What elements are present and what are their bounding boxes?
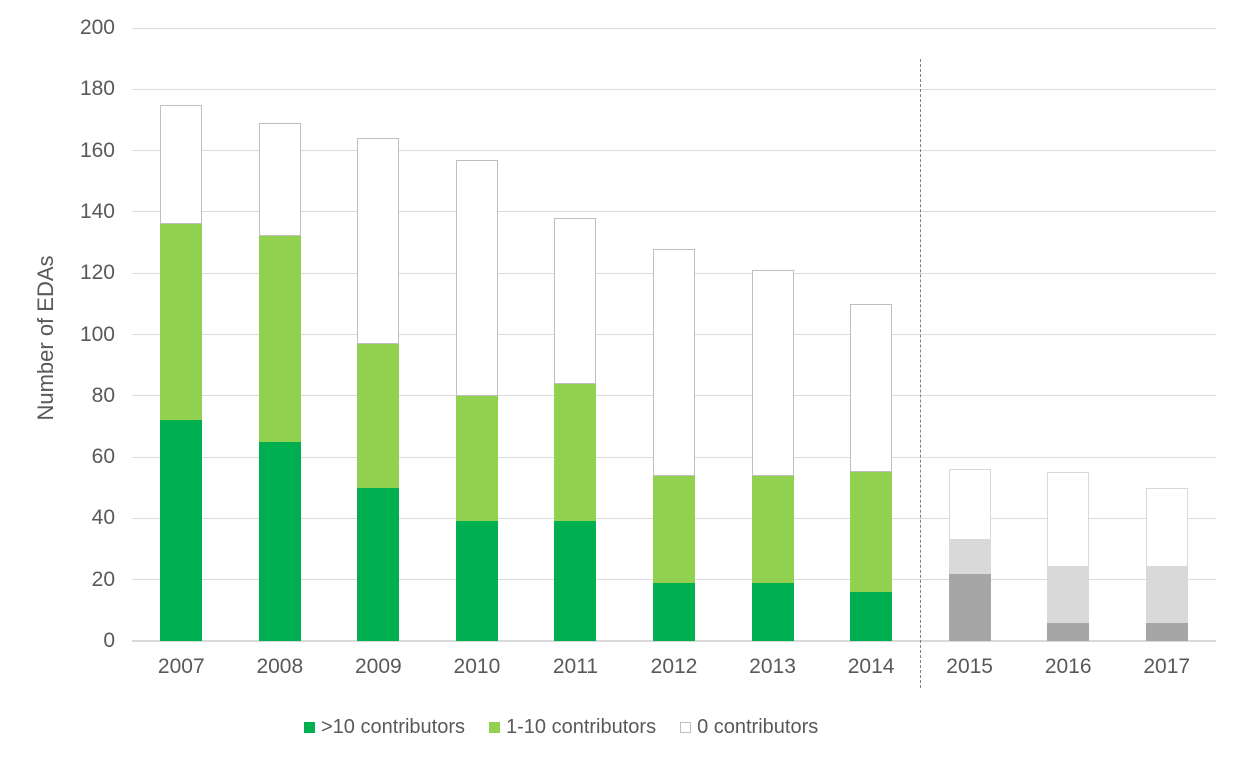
bar-segment-2010-0-contributors (455, 159, 498, 396)
x-tick-label-2009: 2009 (355, 655, 402, 678)
bar-segment-2012-0-contributors (653, 248, 695, 476)
bar-2015 (948, 28, 991, 641)
legend: >10 contributors 1-10 contributors 0 contr… (304, 716, 818, 739)
gridline (132, 150, 1216, 152)
bar-segment-2009--10-contributors (357, 487, 400, 641)
bar-segment-2017--10-contributors (1145, 622, 1188, 641)
legend-item-1-10-contributors: 1-10 contributors (488, 716, 657, 739)
bar-2017 (1145, 28, 1188, 641)
y-tick-label: 40 (91, 506, 115, 530)
x-tick-label-2008: 2008 (256, 655, 304, 678)
y-tick-label: 0 (103, 629, 115, 652)
bar-segment-2014-1-10-contributors (850, 472, 893, 592)
bar-segment-2016-1-10-contributors (1047, 567, 1090, 623)
y-tick-label: 200 (79, 16, 115, 39)
bar-segment-2014-0-contributors (850, 303, 893, 473)
plot-area (132, 27, 1216, 642)
bar-segment-2013--10-contributors (751, 582, 794, 641)
x-axis-line (132, 640, 1216, 642)
bar-2016 (1047, 28, 1090, 641)
bar-segment-2016--10-contributors (1047, 622, 1090, 641)
y-tick-label: 80 (91, 383, 115, 407)
bar-segment-2015--10-contributors (948, 573, 991, 641)
y-tick-label: 100 (79, 322, 115, 346)
bar-segment-2007--10-contributors (160, 420, 203, 641)
y-tick-label: 60 (91, 445, 115, 469)
bar-segment-2011-0-contributors (554, 218, 597, 384)
bar-segment-2015-1-10-contributors (948, 539, 991, 574)
y-tick-label: 180 (79, 77, 115, 101)
bar-segment-2009-0-contributors (357, 138, 400, 344)
bar-2011 (554, 28, 597, 641)
x-tick-label-2012: 2012 (650, 655, 698, 678)
bar-segment-2017-0-contributors (1145, 487, 1188, 568)
bar-2010 (455, 28, 498, 641)
bar-segment-2012-1-10-contributors (653, 475, 695, 583)
bar-segment-2008-1-10-contributors (258, 236, 301, 442)
bar-2008 (258, 28, 301, 641)
x-tick-label-2014: 2014 (847, 655, 895, 678)
legend-swatch-icon (304, 722, 315, 733)
legend-label: >10 contributors (321, 716, 465, 738)
bar-segment-2013-0-contributors (751, 270, 794, 476)
legend-item--10-contributors: >10 contributors (304, 716, 465, 739)
x-tick-label-2011: 2011 (552, 655, 599, 678)
x-tick-label-2010: 2010 (453, 655, 501, 678)
bar-segment-2007-0-contributors (160, 104, 203, 225)
bar-segment-2011-1-10-contributors (554, 383, 597, 522)
bar-2007 (160, 28, 203, 641)
y-tick-label: 20 (91, 567, 115, 591)
forecast-separator-line (920, 59, 922, 688)
bar-2012 (653, 28, 695, 641)
x-tick-label-2017: 2017 (1143, 655, 1191, 678)
bar-segment-2010--10-contributors (455, 521, 498, 641)
legend-label: 1-10 contributors (505, 716, 657, 738)
x-tick-label-2013: 2013 (749, 655, 796, 678)
x-tick-label-2015: 2015 (946, 655, 993, 678)
bar-segment-2008-0-contributors (258, 123, 301, 237)
y-tick-label: 140 (79, 199, 115, 223)
y-tick-label: 120 (79, 261, 115, 285)
bar-2009 (357, 28, 400, 641)
gridline (132, 27, 1216, 29)
y-tick-label: 160 (79, 138, 115, 162)
bar-segment-2008--10-contributors (258, 441, 301, 641)
bar-2014 (850, 28, 893, 641)
legend-label: 0 contributors (697, 716, 819, 738)
bar-segment-2009-1-10-contributors (357, 343, 400, 488)
bar-segment-2011--10-contributors (554, 521, 597, 641)
bar-segment-2015-0-contributors (948, 469, 991, 540)
bar-segment-2014--10-contributors (850, 591, 893, 641)
legend-swatch-icon (680, 722, 692, 733)
legend-item-0-contributors: 0 contributors (680, 716, 818, 739)
x-tick-label-2007: 2007 (157, 655, 205, 678)
bar-segment-2016-0-contributors (1047, 472, 1090, 568)
x-tick-label-2016: 2016 (1044, 655, 1092, 678)
bar-segment-2007-1-10-contributors (160, 224, 203, 421)
bar-segment-2017-1-10-contributors (1145, 567, 1188, 623)
bar-2013 (751, 28, 794, 641)
bar-segment-2012--10-contributors (653, 582, 695, 641)
gridline (132, 211, 1216, 213)
legend-swatch-icon (488, 722, 500, 733)
bar-segment-2013-1-10-contributors (751, 475, 794, 583)
bar-segment-2010-1-10-contributors (455, 395, 498, 522)
gridline (132, 88, 1216, 90)
